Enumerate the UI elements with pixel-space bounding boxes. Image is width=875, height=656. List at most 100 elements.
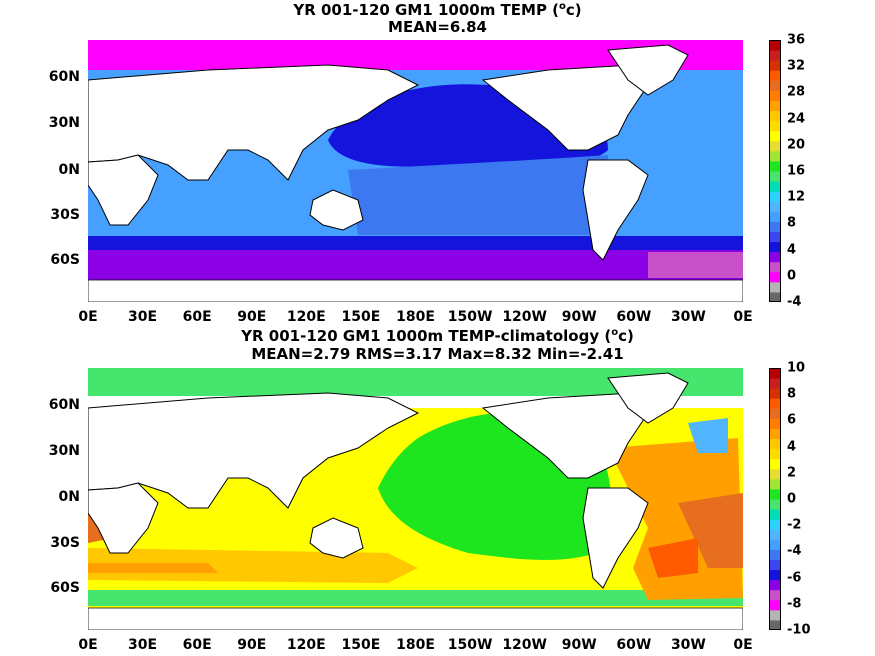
panel2-colorbar-label: 8 bbox=[787, 386, 797, 402]
panel2-colorbar-label: -6 bbox=[787, 570, 802, 586]
panel2-colorbar-label: -2 bbox=[787, 517, 802, 533]
panel1-colorbar-swatch bbox=[769, 130, 781, 142]
panel1-north-america bbox=[481, 64, 649, 151]
panel2-lon-label: 0E bbox=[733, 637, 753, 653]
panel1-colorbar-swatch bbox=[769, 50, 781, 61]
panel2-colorbar-swatch bbox=[769, 448, 781, 460]
panel2-lon-label: 180E bbox=[396, 637, 435, 653]
panel1-colorbar-swatch bbox=[769, 110, 781, 122]
panel2-colorbar-swatch bbox=[769, 619, 781, 630]
panel2-colorbar-swatch bbox=[769, 559, 781, 571]
panel1-lat-label: 30N bbox=[48, 115, 80, 131]
panel2-colorbar-swatch bbox=[769, 398, 781, 409]
panel2-north-america bbox=[481, 392, 649, 479]
panel1-colorbar-label: 8 bbox=[787, 215, 797, 231]
panel2-colorbar-swatch bbox=[769, 468, 781, 480]
panel1-eurasia bbox=[88, 64, 420, 181]
panel2-south-orange bbox=[88, 563, 218, 573]
panel2-colorbar bbox=[769, 368, 781, 630]
panel2-lon-label: 120E bbox=[286, 637, 326, 653]
panel1-lon-label: 180E bbox=[396, 309, 435, 325]
panel1-colorbar-swatch bbox=[769, 291, 781, 302]
panel2-continents bbox=[88, 372, 689, 589]
panel1-colorbar-swatch bbox=[769, 171, 781, 182]
panel1-colorbar-label: 36 bbox=[787, 32, 806, 48]
panel1-epac-region bbox=[348, 155, 608, 235]
panel2-colorbar-swatch bbox=[769, 418, 781, 429]
panel2-colorbar-swatch bbox=[769, 499, 781, 510]
panel2-lat-label: 60N bbox=[48, 397, 80, 413]
panel2-colorbar-swatch bbox=[769, 609, 781, 621]
panel2-colorbar-swatch bbox=[769, 549, 781, 560]
panel2-colorbar-swatch bbox=[769, 408, 781, 419]
panel1-colorbar-label: 24 bbox=[787, 111, 806, 127]
panel2-lat-label: 60S bbox=[50, 580, 80, 596]
panel2-subtitle: MEAN=2.79 RMS=3.17 Max=8.32 Min=-2.41 bbox=[251, 345, 624, 363]
panel2-colorbar-label: 10 bbox=[787, 360, 806, 376]
panel1-lon-label: 90E bbox=[237, 309, 267, 325]
panel2-colorbar-swatch bbox=[769, 599, 781, 611]
panel2-atlantic-cool bbox=[688, 418, 728, 453]
panel1-lon-label: 150E bbox=[341, 309, 381, 325]
panel2-colorbar-swatch bbox=[769, 569, 781, 581]
panel2-colorbar-label: 6 bbox=[787, 412, 797, 428]
panel2-colorbar-label: -10 bbox=[787, 622, 811, 638]
panel1-lat-label: 60S bbox=[50, 252, 80, 268]
panel1-colorbar-swatch bbox=[769, 150, 781, 162]
panel2-africa bbox=[88, 482, 159, 554]
panel2-antarctica bbox=[88, 607, 743, 630]
panel2-colorbar-label: -4 bbox=[787, 543, 802, 559]
panel1-colorbar-swatch bbox=[769, 60, 781, 71]
panel2-colorbar-label: -8 bbox=[787, 596, 802, 612]
panel1-colorbar-swatch bbox=[769, 140, 781, 152]
panel1-colorbar-swatch bbox=[769, 40, 781, 51]
panel2-colorbar-swatch bbox=[769, 378, 781, 389]
panel1-colorbar-swatch bbox=[769, 201, 781, 212]
panel1-colorbar-swatch bbox=[769, 80, 781, 91]
panel2-colorbar-swatch bbox=[769, 589, 781, 601]
panel1-lat-label: 30S bbox=[50, 207, 80, 223]
panel2-lat-label: 30N bbox=[48, 443, 80, 459]
panel1-colorbar-swatch bbox=[769, 120, 781, 132]
panel1-lon-label: 60W bbox=[616, 309, 652, 325]
panel1-colorbar-swatch bbox=[769, 271, 781, 283]
panel1-colorbar-label: 20 bbox=[787, 137, 806, 153]
panel2-colorbar-swatch bbox=[769, 478, 781, 490]
panel1-colorbar-label: 0 bbox=[787, 268, 797, 284]
panel1-lon-label: 60E bbox=[182, 309, 212, 325]
panel2-lon-label: 120W bbox=[502, 637, 547, 653]
panel2-south-america bbox=[582, 487, 649, 589]
panel2-colorbar-label: 4 bbox=[787, 439, 797, 455]
panel1-lon-label: 120W bbox=[502, 309, 547, 325]
panel1-colorbar-label: 16 bbox=[787, 163, 806, 179]
panel1-lon-label: 90W bbox=[561, 309, 597, 325]
panel2-title: YR 001-120 GM1 1000m TEMP-climatology (o… bbox=[241, 327, 634, 345]
panel1-subtitle: MEAN=6.84 bbox=[388, 18, 487, 36]
panel1-south-america bbox=[582, 159, 649, 261]
panel2-greenland bbox=[607, 372, 689, 424]
panel1-colorbar-label: -4 bbox=[787, 294, 802, 310]
panel1-colorbar-swatch bbox=[769, 181, 781, 192]
panel2-south-green bbox=[88, 590, 743, 606]
panel1-south-band-blue bbox=[88, 236, 743, 250]
panel2-colorbar-label: 0 bbox=[787, 491, 797, 507]
panel1-lon-label: 30E bbox=[128, 309, 158, 325]
panel2-lon-label: 150E bbox=[341, 637, 381, 653]
panel2-lon-label: 30W bbox=[670, 637, 706, 653]
panel1-colorbar-swatch bbox=[769, 160, 781, 172]
panel1-lon-label: 0E bbox=[78, 309, 98, 325]
panel2-map bbox=[88, 368, 743, 630]
panel2-atlantic-brown bbox=[678, 493, 743, 568]
panel2-lon-label: 30E bbox=[128, 637, 158, 653]
panel2-colorbar-swatch bbox=[769, 388, 781, 399]
panel1-lat-label: 0N bbox=[58, 162, 80, 178]
panel1-colorbar-swatch bbox=[769, 211, 781, 222]
panel2-colorbar-swatch bbox=[769, 579, 781, 591]
panel1-colorbar-swatch bbox=[769, 281, 781, 293]
panel2-colorbar-swatch bbox=[769, 368, 781, 379]
panel1-colorbar-label: 32 bbox=[787, 58, 806, 74]
panel2-lon-label: 150W bbox=[447, 637, 493, 653]
panel1-colorbar-swatch bbox=[769, 261, 781, 273]
panel2-lon-label: 90W bbox=[561, 637, 597, 653]
panel2-lat-label: 30S bbox=[50, 535, 80, 551]
